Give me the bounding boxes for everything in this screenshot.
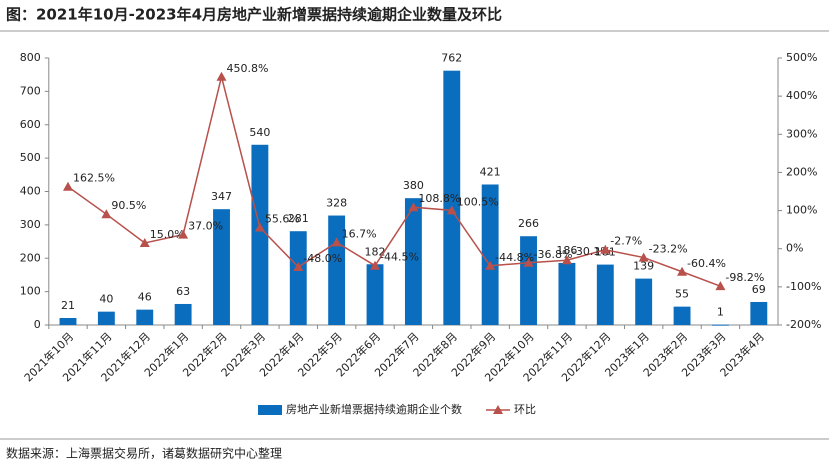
legend-label: 房地产业新增票据持续逾期企业个数 bbox=[286, 402, 462, 416]
line-marker bbox=[62, 181, 73, 191]
line-marker bbox=[293, 262, 304, 272]
y2-tick-label: 100% bbox=[786, 204, 817, 217]
y2-tick-label: -100% bbox=[786, 280, 821, 293]
line bbox=[67, 76, 721, 287]
line-marker bbox=[523, 257, 534, 267]
bar bbox=[481, 184, 499, 325]
line-marker bbox=[408, 202, 419, 212]
bar-value-label: 762 bbox=[441, 52, 462, 65]
line-value-label: 108.8% bbox=[418, 192, 460, 205]
bar-value-label: 21 bbox=[61, 299, 75, 312]
y2-tick-label: 400% bbox=[786, 89, 817, 102]
bar bbox=[213, 209, 230, 325]
bar-value-label: 69 bbox=[752, 283, 766, 296]
line-marker bbox=[677, 266, 688, 276]
bar-value-label: 186 bbox=[556, 244, 577, 257]
bar bbox=[174, 303, 192, 325]
bar bbox=[289, 231, 307, 325]
bar-value-label: 281 bbox=[288, 212, 309, 225]
y-tick-label: 600 bbox=[20, 118, 41, 131]
bar bbox=[635, 278, 653, 325]
line-value-label: 16.7% bbox=[342, 227, 377, 240]
line-value-label: 162.5% bbox=[73, 172, 115, 185]
y2-tick-label: 0% bbox=[786, 242, 803, 255]
bar-value-label: 139 bbox=[633, 260, 654, 273]
line-marker bbox=[638, 252, 649, 262]
line-marker bbox=[101, 209, 112, 219]
line-value-label: -44.8% bbox=[495, 251, 534, 264]
bar bbox=[404, 198, 422, 325]
legend-swatch bbox=[258, 405, 282, 415]
y-tick-label: 700 bbox=[20, 84, 41, 97]
y-tick-label: 300 bbox=[20, 218, 41, 231]
bar bbox=[443, 70, 461, 326]
bar-value-label: 63 bbox=[176, 285, 190, 298]
line-value-label: 37.0% bbox=[188, 220, 223, 233]
bar-value-label: 328 bbox=[326, 197, 347, 210]
line-marker bbox=[139, 237, 150, 247]
chart-title: 图：2021年10月-2023年4月房地产业新增票据持续逾期企业数量及环比 bbox=[6, 6, 502, 24]
line-marker bbox=[254, 222, 265, 232]
line-marker bbox=[331, 237, 342, 247]
bar bbox=[520, 236, 537, 325]
y-tick-label: 200 bbox=[20, 251, 41, 264]
bar bbox=[711, 324, 729, 326]
bar-value-label: 421 bbox=[480, 165, 501, 178]
line-value-label: 450.8% bbox=[227, 62, 269, 75]
y-tick-label: 500 bbox=[20, 151, 41, 164]
line-value-label: -23.2% bbox=[649, 243, 688, 256]
bar bbox=[596, 264, 614, 325]
bar-value-label: 266 bbox=[518, 217, 539, 230]
y2-tick-label: 200% bbox=[786, 165, 817, 178]
line-value-label: -36.8% bbox=[534, 248, 573, 261]
bar-value-label: 380 bbox=[403, 179, 424, 192]
bar-value-label: 540 bbox=[249, 126, 270, 139]
line-value-label: -44.5% bbox=[380, 251, 419, 264]
line-value-label: 55.6% bbox=[265, 213, 300, 226]
line-marker bbox=[561, 255, 572, 265]
bar bbox=[750, 301, 768, 325]
bar bbox=[328, 215, 346, 325]
bar-value-label: 1 bbox=[717, 306, 724, 319]
line-marker bbox=[370, 260, 381, 270]
bar-value-label: 40 bbox=[99, 293, 113, 306]
line-marker bbox=[485, 260, 496, 270]
line-marker bbox=[178, 229, 189, 239]
line-marker bbox=[216, 71, 227, 81]
bar bbox=[59, 317, 77, 325]
line-value-label: 90.5% bbox=[111, 199, 146, 212]
line-marker bbox=[715, 281, 726, 291]
line-value-label: -60.4% bbox=[687, 257, 726, 270]
legend-label: 环比 bbox=[514, 403, 536, 416]
bar bbox=[366, 264, 384, 325]
bar-value-label: 347 bbox=[211, 190, 232, 203]
y2-tick-label: -200% bbox=[786, 318, 821, 331]
bar bbox=[558, 262, 576, 325]
y2-tick-label: 500% bbox=[786, 51, 817, 64]
bar-value-label: 46 bbox=[138, 291, 152, 304]
bar bbox=[673, 306, 691, 325]
y-tick-label: 400 bbox=[20, 185, 41, 198]
bar bbox=[251, 144, 269, 325]
line-value-label: -2.7% bbox=[610, 235, 642, 248]
line-value-label: -98.2% bbox=[725, 271, 764, 284]
y-tick-label: 0 bbox=[34, 318, 41, 331]
y-tick-label: 100 bbox=[20, 285, 41, 298]
line-marker bbox=[446, 205, 457, 215]
bar bbox=[97, 311, 115, 325]
bar-value-label: 182 bbox=[365, 245, 386, 258]
y-tick-label: 800 bbox=[20, 51, 41, 64]
line-value-label: 100.5% bbox=[457, 195, 499, 208]
source: 数据来源：上海票据交易所，诸葛数据研究中心整理 bbox=[6, 446, 282, 461]
line-value-label: 15.0% bbox=[150, 228, 185, 241]
line-marker bbox=[600, 244, 611, 254]
line-value-label: -30.1% bbox=[572, 245, 611, 258]
legend-marker bbox=[493, 405, 503, 414]
y2-tick-label: 300% bbox=[786, 127, 817, 140]
line-value-label: -48.0% bbox=[303, 252, 342, 265]
bar bbox=[136, 309, 154, 325]
bar-value-label: 55 bbox=[675, 288, 689, 301]
